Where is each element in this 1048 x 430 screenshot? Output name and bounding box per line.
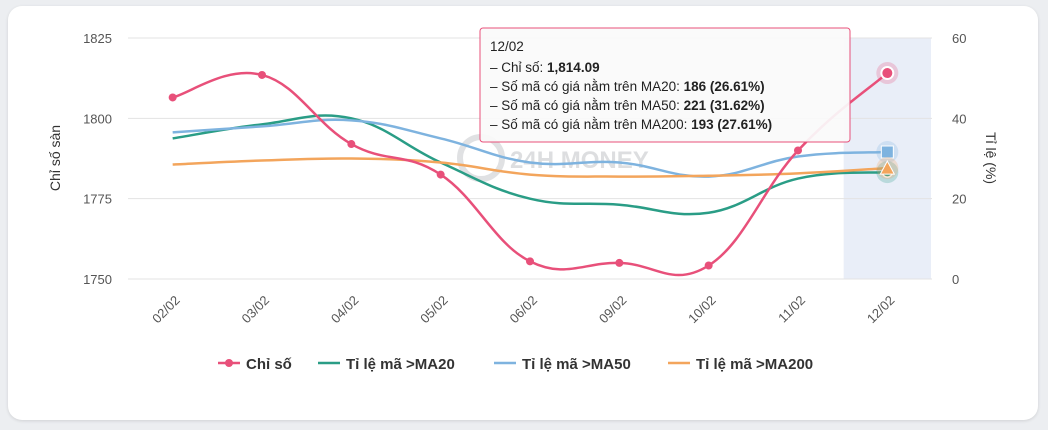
y-right-tick-label: 40	[952, 111, 966, 126]
y-left-tick-label: 1775	[83, 192, 112, 207]
x-tick-label: 11/02	[775, 293, 808, 326]
highlight-point	[879, 160, 896, 175]
tooltip-row-value: 186 (26.61%)	[684, 79, 765, 94]
x-tick-label: 04/02	[328, 293, 362, 327]
tooltip-row: – Số mã có giá nằm trên MA50: 221 (31.62…	[490, 98, 765, 113]
y-left-tick-label: 1800	[83, 111, 112, 126]
data-point	[258, 70, 266, 79]
x-tick-label: 12/02	[864, 293, 898, 327]
tooltip-rows: – Chỉ số: 1,814.09 – Số mã có giá nằm trê…	[490, 60, 772, 132]
series-markers	[168, 62, 899, 270]
legend-item[interactable]: Tỉ lệ mã >MA20	[318, 356, 455, 373]
watermark-text: 24H MONEY	[510, 147, 649, 174]
data-point	[704, 261, 713, 270]
y-left-tick-label: 1750	[83, 272, 112, 287]
data-point	[615, 258, 624, 267]
y-right-tick-label: 20	[952, 192, 966, 207]
x-tick-label: 09/02	[596, 293, 630, 327]
tooltip-row-label: – Số mã có giá nằm trên MA20:	[490, 79, 684, 94]
series-line	[172, 157, 888, 178]
x-tick-label: 03/02	[239, 293, 273, 327]
data-point	[436, 170, 445, 179]
data-point	[168, 93, 177, 102]
tooltip-row-label: – Số mã có giá nằm trên MA200:	[490, 117, 691, 132]
y-right-axis-title: Tỉ lệ (%)	[983, 132, 999, 184]
tooltip-row: – Số mã có giá nằm trên MA20: 186 (26.61…	[490, 79, 765, 94]
chart-legend[interactable]: Chỉ số Tỉ lệ mã >MA20 Tỉ lệ mã >MA50 Tỉ lệ …	[218, 356, 813, 373]
tooltip-row-label: – Số mã có giá nằm trên MA50:	[490, 98, 684, 113]
highlight-point	[880, 66, 895, 81]
y-right-tick-labels: 60 40 20 0	[952, 31, 966, 287]
legend-label: Tỉ lệ mã >MA200	[696, 356, 813, 373]
tooltip-box	[479, 27, 851, 143]
chart-tooltip: 12/02 – Chỉ số: 1,814.09 – Số mã có giá n…	[479, 27, 851, 143]
watermark-circle-icon	[457, 134, 505, 182]
series-line	[172, 118, 888, 178]
tooltip-row-label: – Chỉ số:	[490, 60, 547, 75]
highlight-point	[880, 145, 894, 159]
legend-label: Tỉ lệ mã >MA20	[346, 356, 455, 373]
y-left-tick-labels: 1825 1800 1775 1750	[83, 31, 112, 287]
x-tick-label: 02/02	[149, 293, 183, 327]
watermark-logo: 24H MONEY	[457, 134, 649, 182]
tooltip-row-value: 221 (31.62%)	[684, 98, 765, 113]
tooltip-row: – Số mã có giá nằm trên MA200: 193 (27.6…	[490, 117, 772, 132]
tooltip-row-value: 193 (27.61%)	[691, 117, 772, 132]
y-left-axis-title: Chỉ số sàn	[47, 125, 63, 191]
legend-item[interactable]: Tỉ lệ mã >MA50	[494, 356, 631, 373]
tooltip-date: 12/02	[490, 39, 524, 54]
legend-marker	[225, 359, 233, 367]
tooltip-row-value: 1,814.09	[547, 60, 600, 75]
x-tick-label: 10/02	[685, 293, 719, 327]
y-right-tick-label: 60	[952, 31, 966, 46]
x-tick-label: 05/02	[417, 293, 451, 327]
x-tick-labels: 02/02 03/02 04/02 05/02 06/02 09/02 10/02 11/02…	[149, 293, 897, 327]
data-point	[794, 146, 802, 155]
data-point	[526, 257, 534, 266]
legend-item[interactable]: Chỉ số	[218, 356, 292, 373]
x-tick-label: 06/02	[507, 293, 541, 327]
tooltip-row: – Chỉ số: 1,814.09	[490, 60, 600, 75]
data-point	[347, 140, 356, 149]
y-right-tick-label: 0	[952, 272, 959, 287]
legend-label: Chỉ số	[246, 356, 292, 373]
legend-item[interactable]: Tỉ lệ mã >MA200	[668, 356, 813, 373]
y-left-tick-label: 1825	[83, 31, 112, 46]
legend-label: Tỉ lệ mã >MA50	[522, 356, 631, 373]
